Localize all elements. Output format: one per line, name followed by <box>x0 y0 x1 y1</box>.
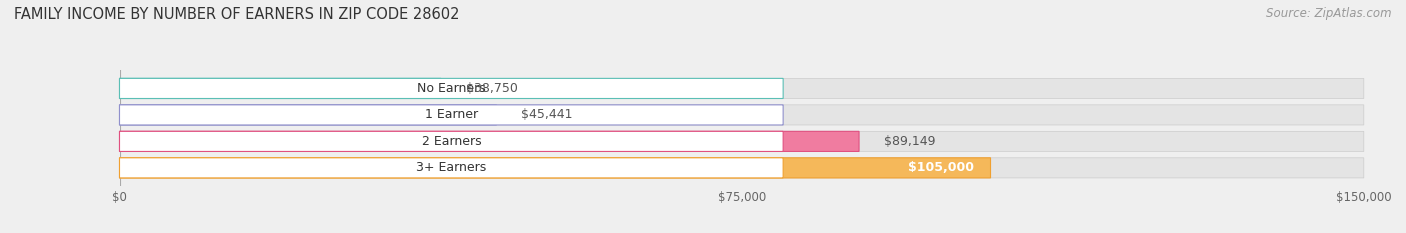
Text: No Earners: No Earners <box>418 82 485 95</box>
Text: Source: ZipAtlas.com: Source: ZipAtlas.com <box>1267 7 1392 20</box>
FancyBboxPatch shape <box>120 78 1364 99</box>
Text: $105,000: $105,000 <box>908 161 974 174</box>
FancyBboxPatch shape <box>120 158 783 178</box>
FancyBboxPatch shape <box>120 131 1364 151</box>
Text: 1 Earner: 1 Earner <box>425 108 478 121</box>
FancyBboxPatch shape <box>120 158 1364 178</box>
FancyBboxPatch shape <box>120 131 859 151</box>
Text: $89,149: $89,149 <box>884 135 935 148</box>
FancyBboxPatch shape <box>120 158 991 178</box>
Text: $38,750: $38,750 <box>465 82 517 95</box>
FancyBboxPatch shape <box>120 105 496 125</box>
Text: $45,441: $45,441 <box>522 108 572 121</box>
Text: 2 Earners: 2 Earners <box>422 135 481 148</box>
FancyBboxPatch shape <box>120 78 783 99</box>
Text: 3+ Earners: 3+ Earners <box>416 161 486 174</box>
FancyBboxPatch shape <box>120 131 783 151</box>
FancyBboxPatch shape <box>120 105 783 125</box>
FancyBboxPatch shape <box>120 105 1364 125</box>
FancyBboxPatch shape <box>120 78 441 99</box>
Text: FAMILY INCOME BY NUMBER OF EARNERS IN ZIP CODE 28602: FAMILY INCOME BY NUMBER OF EARNERS IN ZI… <box>14 7 460 22</box>
